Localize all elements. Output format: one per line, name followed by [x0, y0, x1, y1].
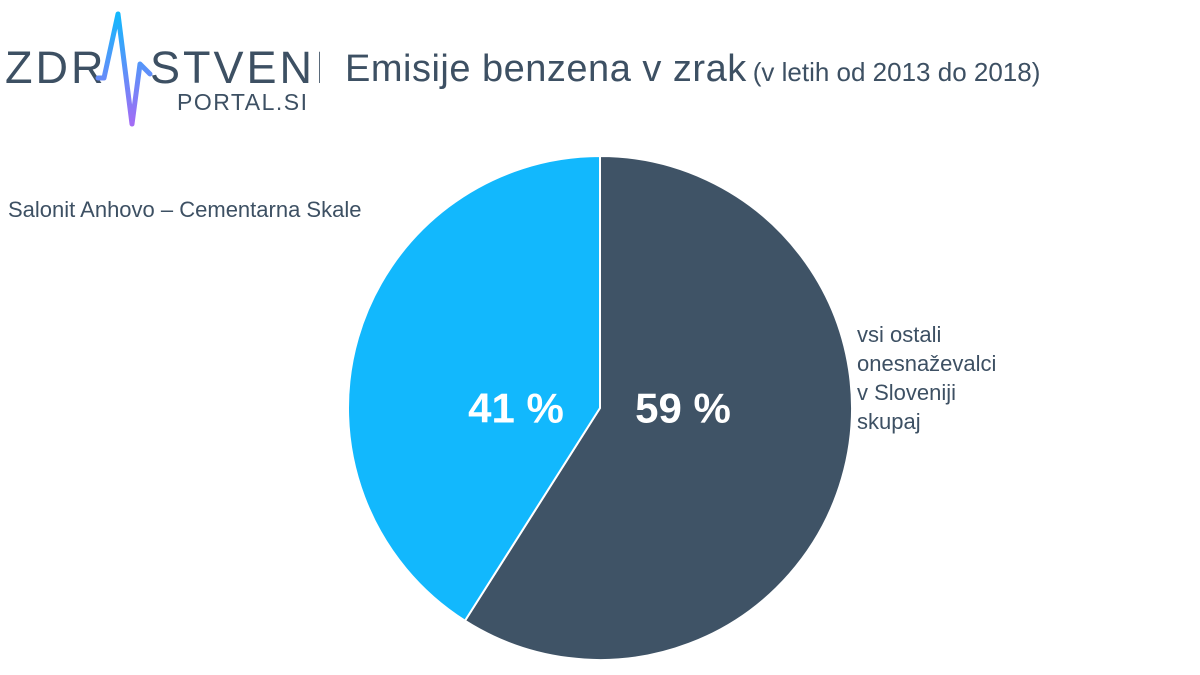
heartbeat-icon — [95, 11, 153, 127]
slice-label-line: Salonit Anhovo – Cementarna Skale — [8, 197, 362, 222]
brand-logo: ZDR STVENI PORTAL.SI — [5, 11, 320, 127]
slice-label-line: vsi ostali — [857, 322, 942, 347]
pie-slice — [347, 155, 601, 622]
pie-slice — [463, 155, 853, 661]
slice-label-line: skupaj — [857, 409, 921, 434]
brand-logo-sub: PORTAL.SI — [177, 89, 309, 115]
pie-percent-label: 41 % — [468, 385, 564, 432]
slice-label-line: v Sloveniji — [857, 380, 957, 405]
chart-title: Emisije benzena v zrak (v letih od 2013 d… — [345, 48, 1040, 91]
slice-label-line: onesnaževalci — [857, 351, 997, 376]
chart-title-main: Emisije benzena v zrak — [345, 48, 747, 90]
slice-label-salonit: Salonit Anhovo – Cementarna Skale — [8, 195, 361, 224]
pie-percent-label: 59 % — [635, 385, 731, 432]
brand-logo-right: STVENI — [150, 42, 320, 93]
slice-label-others: vsi ostali onesnaževalci v Sloveniji sku… — [853, 320, 996, 436]
chart-title-sub: (v letih od 2013 do 2018) — [752, 57, 1041, 87]
brand-logo-left: ZDR — [5, 42, 106, 93]
